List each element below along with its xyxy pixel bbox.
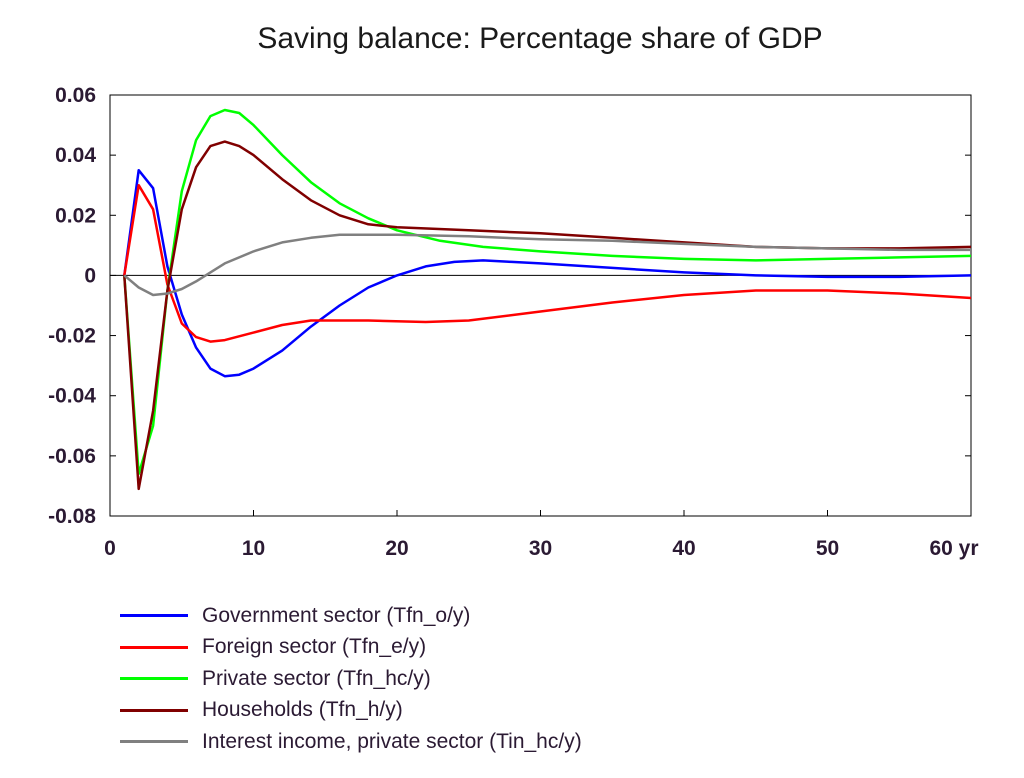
- legend: Government sector (Tfn_o/y) Foreign secto…: [120, 600, 582, 758]
- series-line-2: [123, 183, 972, 343]
- x-tick-label: 0: [104, 537, 116, 560]
- legend-label: Households (Tfn_h/y): [202, 698, 403, 722]
- y-tick-label: 0.04: [55, 144, 96, 167]
- legend-item: Private sector (Tfn_hc/y): [120, 663, 582, 695]
- legend-item: Government sector (Tfn_o/y): [120, 600, 582, 632]
- series-line-4: [123, 140, 972, 491]
- x-tick-label: 60 yr: [929, 537, 978, 560]
- x-tick-label: 50: [816, 537, 839, 560]
- legend-item: Interest income, private sector (Tin_hc/…: [120, 726, 582, 758]
- x-tick-label: 40: [672, 537, 695, 560]
- legend-swatch: [120, 614, 188, 618]
- y-tick-label: 0: [84, 264, 96, 287]
- series-line-3: [123, 108, 972, 476]
- legend-item: Households (Tfn_h/y): [120, 695, 582, 727]
- legend-swatch: [120, 677, 188, 681]
- legend-swatch: [120, 708, 188, 712]
- x-tick-label: 30: [529, 537, 552, 560]
- legend-item: Foreign sector (Tfn_e/y): [120, 632, 582, 664]
- series-line-1: [123, 168, 972, 378]
- legend-label: Government sector (Tfn_o/y): [202, 603, 471, 627]
- y-tick-label: -0.02: [48, 325, 96, 348]
- y-tick-label: -0.04: [48, 385, 96, 408]
- legend-label: Private sector (Tfn_hc/y): [202, 666, 431, 690]
- series-line-5: [123, 233, 971, 297]
- legend-swatch: [120, 645, 188, 649]
- y-axis: -0.08 -0.06 -0.04 -0.02 0 0.02 0.04 0.06: [48, 84, 971, 528]
- y-tick-label: 0.02: [55, 204, 96, 227]
- x-tick-label: 10: [242, 537, 265, 560]
- chart-title: Saving balance: Percentage share of GDP: [257, 22, 823, 55]
- legend-label: Foreign sector (Tfn_e/y): [202, 635, 427, 659]
- y-tick-label: 0.06: [55, 84, 96, 107]
- x-axis: 0 10 20 30 40 50 60 yr: [104, 510, 979, 560]
- legend-label: Interest income, private sector (Tin_hc/…: [202, 729, 582, 753]
- line-chart: -0.08 -0.06 -0.04 -0.02 0 0.02 0.04 0.06 0 10 20 3…: [48, 84, 979, 560]
- plot-frame: [109, 94, 972, 517]
- x-tick-label: 20: [385, 537, 408, 560]
- y-tick-label: -0.06: [48, 445, 96, 468]
- y-tick-label: -0.08: [48, 505, 96, 528]
- legend-swatch: [120, 740, 188, 744]
- series-layer: [123, 108, 972, 491]
